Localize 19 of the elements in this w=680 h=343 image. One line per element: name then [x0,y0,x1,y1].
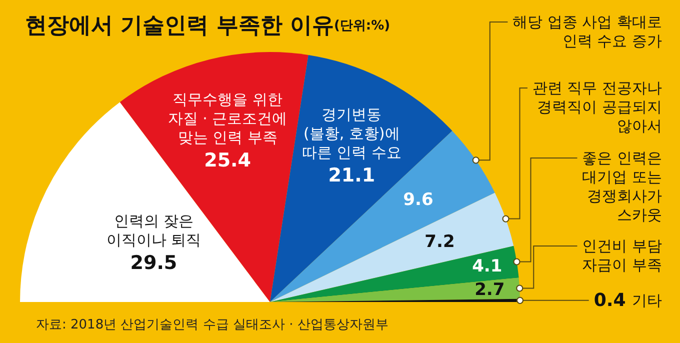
slice-label: 인력의 잦은 이직이나 퇴직 [106,212,202,249]
data-label: 9.6 [403,190,434,210]
slice-label: 인건비 부담 자금이 부족 [582,237,662,274]
chart-subtitle: (단위:%) [334,18,390,34]
data-label: 7.2 [424,232,455,252]
data-label: 2.7 [474,280,505,300]
slice-label: 좋은 인력은 대기업 또는 경쟁회사가 스카웃 [582,149,662,224]
slice-label: 직무수행을 위한 자질 · 근로조건에 맞는 인력 부족 [168,90,288,147]
slice-label: 해당 업종 사업 확대로 인력 수요 증가 [512,13,662,50]
data-label: 4.1 [472,256,502,277]
slice-label: 기타 [632,291,662,310]
slice-label: 경기변동 (불황, 호황)에 따른 인력 수요 [302,106,402,162]
data-label: 25.4 [204,150,251,172]
slice-label: 관련 직무 전공자나 경력직이 공급되지 않아서 [532,79,662,135]
data-label: 21.1 [328,164,376,187]
data-label: 29.5 [130,252,178,274]
data-label: 0.4 [594,290,626,311]
chart-title: 현장에서 기술인력 부족한 이유 [25,14,334,38]
text: 자료: 2018년 산업기술인력 수급 실태조사 · 산업통상자원부 [36,318,388,332]
